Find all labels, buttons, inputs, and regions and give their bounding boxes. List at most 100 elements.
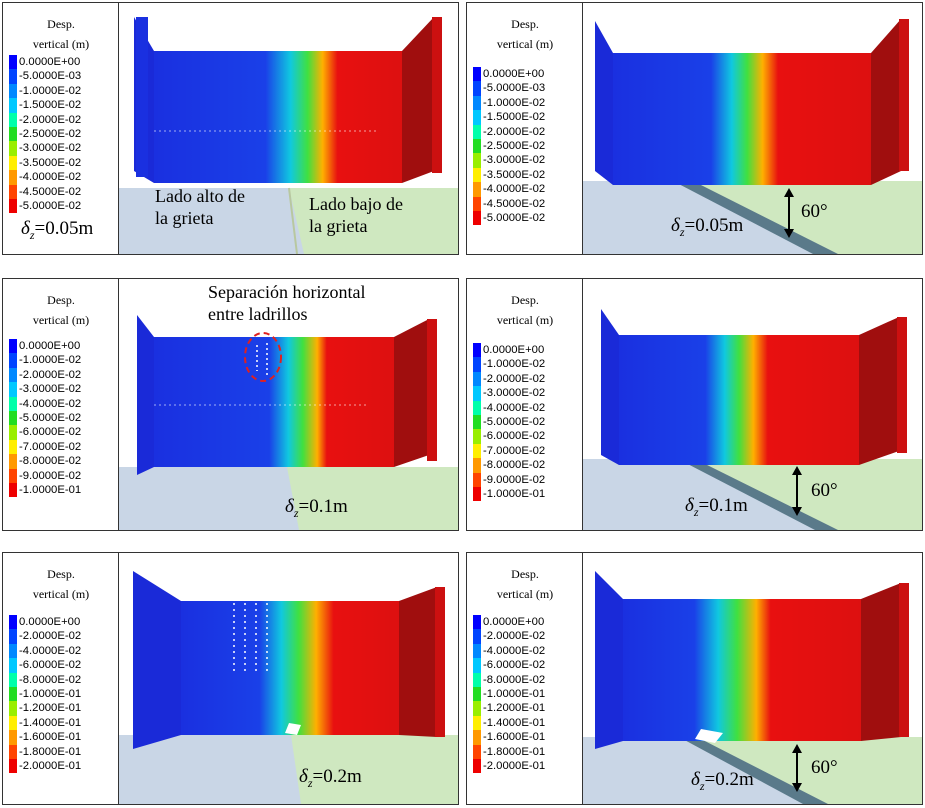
displacement-label: δz=0.1m	[685, 495, 748, 520]
annotation-separation-line2: entre ladrillos	[208, 304, 308, 324]
legend-value: -1.0000E-02	[483, 358, 546, 371]
annotation-separation: Separación horizontal entre ladrillos	[208, 281, 365, 325]
legend-swatch	[473, 415, 481, 430]
legend-value: -2.0000E-02	[19, 630, 82, 643]
legend-swatch	[473, 701, 481, 716]
legend: Desp. vertical (m) 0.0000E+00 -5.0000E-03…	[467, 3, 583, 254]
legend-value: 0.0000E+00	[483, 616, 545, 628]
displacement-value: =0.05m	[34, 218, 94, 239]
legend-title-2: vertical (m)	[496, 587, 554, 601]
legend-value: -7.0000E-02	[483, 444, 546, 457]
legend-swatch	[9, 744, 17, 759]
legend-value: -5.0000E-03	[19, 70, 82, 83]
legend-swatch	[9, 184, 17, 199]
legend-swatch	[9, 382, 17, 397]
legend-swatch	[473, 167, 481, 183]
legend-value: -4.0000E-02	[483, 401, 546, 414]
legend-value: -4.0000E-02	[483, 644, 546, 657]
legend-swatch	[9, 715, 17, 731]
legend: Desp. vertical (m) 0.0000E+00 -1.0000E-02…	[467, 279, 583, 530]
right-wall	[859, 317, 899, 465]
legend-value: 0.0000E+00	[19, 340, 81, 352]
legend-title-2: vertical (m)	[32, 587, 90, 601]
legend-value: -9.0000E-02	[19, 469, 82, 482]
legend-swatch	[9, 353, 17, 368]
legend-value: -1.8000E-01	[483, 745, 546, 758]
delta-subscript: z	[693, 504, 699, 519]
legend-swatch	[473, 182, 481, 197]
displacement-label: δz=0.05m	[671, 215, 743, 240]
legend-value: -1.0000E-01	[19, 688, 82, 700]
left-wall	[133, 571, 181, 749]
annotation-low-side: Lado bajo de la grieta	[309, 193, 403, 237]
annotation-high-side: Lado alto de la grieta	[155, 185, 245, 229]
displacement-value: =0.05m	[684, 215, 744, 236]
legend-swatch	[473, 110, 481, 125]
legend-swatch	[473, 615, 481, 630]
legend-value: -6.0000E-02	[19, 426, 82, 439]
legend-swatch	[9, 454, 17, 469]
legend-value: -8.0000E-02	[19, 455, 82, 468]
legend-swatch	[9, 439, 17, 455]
legend-title-2: vertical (m)	[496, 313, 554, 327]
legend-value: -8.0000E-02	[483, 459, 546, 472]
front-wall	[154, 51, 402, 183]
annotation-separation-line1: Separación horizontal	[208, 282, 366, 302]
legend-title-1: Desp.	[47, 567, 75, 581]
displacement-value: =0.2m	[704, 769, 754, 790]
legend-swatch	[473, 386, 481, 401]
legend: Desp. vertical (m) 0.0000E+00 -5.0000E-03…	[3, 3, 119, 254]
wall-model-figure	[119, 571, 458, 804]
legend-swatch	[473, 759, 481, 774]
displacement-label: δz=0.2m	[299, 766, 362, 791]
legend-swatch	[9, 396, 17, 411]
displacement-value: =0.1m	[298, 496, 348, 517]
panel-inclined-fault-01: Desp. vertical (m) 0.0000E+00 -1.0000E-02…	[466, 278, 923, 531]
front-wall	[154, 337, 394, 467]
legend-title-2: vertical (m)	[496, 37, 554, 51]
legend-value: -1.0000E-01	[19, 484, 82, 496]
fault-plane	[673, 181, 838, 254]
legend-value: 0.0000E+00	[19, 56, 81, 68]
legend-value: -6.0000E-02	[483, 659, 546, 672]
legend-value: 0.0000E+00	[19, 616, 81, 628]
legend-title-1: Desp.	[47, 17, 75, 31]
legend-swatch	[9, 170, 17, 185]
legend-value: -1.8000E-01	[19, 745, 82, 758]
legend-value: -7.0000E-02	[19, 440, 82, 453]
legend-swatch	[473, 487, 481, 502]
legend-swatch	[473, 643, 481, 659]
legend-swatch	[473, 343, 481, 358]
legend-value: -1.2000E-01	[19, 702, 82, 715]
legend-value: -5.0000E-02	[483, 212, 546, 224]
legend-value: -2.0000E-01	[483, 760, 546, 772]
legend-value: -1.5000E-02	[19, 99, 82, 112]
annotation-low-side-line1: Lado bajo de	[309, 194, 403, 214]
legend-value: -5.0000E-02	[19, 200, 82, 212]
legend-swatch	[473, 81, 481, 96]
legend-value: -4.5000E-02	[19, 185, 82, 198]
legend-value: -6.0000E-02	[19, 659, 82, 672]
legend-value: -1.2000E-01	[483, 702, 546, 715]
panel-vertical-fault-01: Desp. vertical (m) 0.0000E+00 -1.0000E-02…	[2, 278, 459, 531]
displacement-label: δz=0.05m	[21, 218, 93, 243]
displacement-label: δz=0.1m	[285, 496, 348, 521]
legend-swatch	[9, 425, 17, 440]
front-wall	[613, 53, 871, 185]
panel-inclined-fault-02: Desp. vertical (m) 0.0000E+00 -2.0000E-02…	[466, 552, 923, 805]
legend-swatch	[473, 211, 481, 226]
legend-value: -3.0000E-02	[19, 142, 82, 155]
model-scene	[119, 279, 458, 530]
legend-value: -2.0000E-02	[483, 372, 546, 385]
legend-swatch	[473, 139, 481, 154]
legend-title-2: vertical (m)	[32, 313, 90, 327]
legend-swatch	[9, 69, 17, 84]
delta-symbol: δ	[671, 215, 680, 236]
legend-swatch	[473, 672, 481, 687]
legend-value: 0.0000E+00	[483, 344, 545, 356]
legend: Desp. vertical (m) 0.0000E+00 -2.0000E-02…	[3, 553, 119, 804]
legend-swatch	[9, 155, 17, 171]
panel-vertical-fault-02: Desp. vertical (m) 0.0000E+00 -2.0000E-02…	[2, 552, 459, 805]
legend-swatch	[9, 127, 17, 142]
legend-value: -9.0000E-02	[483, 473, 546, 486]
